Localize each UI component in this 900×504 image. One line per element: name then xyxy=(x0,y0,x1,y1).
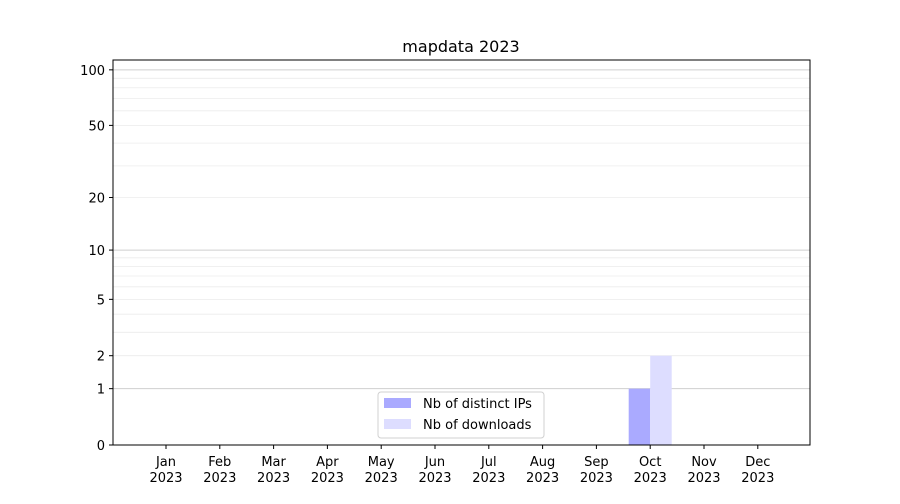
y-tick-label: 5 xyxy=(97,293,105,308)
x-tick-label: Oct xyxy=(639,455,661,470)
y-tick-label: 20 xyxy=(88,192,105,207)
x-tick-label: 2023 xyxy=(257,471,290,486)
x-tick-label: Nov xyxy=(691,455,717,470)
x-tick-label: Mar xyxy=(261,455,286,470)
y-tick-label: 50 xyxy=(88,119,105,134)
x-tick-label: Jan xyxy=(155,455,176,470)
chart-title: mapdata 2023 xyxy=(402,37,519,56)
x-tick-label: 2023 xyxy=(472,471,505,486)
bar-nb-of-downloads xyxy=(650,355,672,445)
y-tick-label: 100 xyxy=(80,64,105,79)
x-tick-label: Dec xyxy=(745,455,770,470)
x-tick-label: 2023 xyxy=(741,471,774,486)
y-tick-label: 0 xyxy=(97,439,105,454)
x-tick-label: Sep xyxy=(584,455,609,470)
legend-swatch xyxy=(384,398,411,408)
x-tick-label: Feb xyxy=(208,455,231,470)
x-tick-label: Jun xyxy=(424,455,445,470)
legend-label: Nb of downloads xyxy=(423,418,532,433)
x-tick-label: Apr xyxy=(316,455,339,470)
legend-label: Nb of distinct IPs xyxy=(423,397,532,412)
y-tick-label: 1 xyxy=(97,383,105,398)
x-tick-label: 2023 xyxy=(580,471,613,486)
x-tick-label: 2023 xyxy=(687,471,720,486)
plot-frame xyxy=(112,59,811,446)
x-tick-label: Aug xyxy=(530,455,555,470)
legend-box xyxy=(377,391,545,439)
x-tick-label: May xyxy=(368,455,395,470)
y-tick-label: 2 xyxy=(97,350,105,365)
x-tick-label: 2023 xyxy=(526,471,559,486)
y-tick-label: 10 xyxy=(88,244,105,259)
x-tick-label: 2023 xyxy=(418,471,451,486)
x-tick-label: 2023 xyxy=(203,471,236,486)
x-tick-label: Jul xyxy=(480,455,497,470)
x-tick-label: 2023 xyxy=(634,471,667,486)
bar-nb-of-distinct-ips xyxy=(628,388,651,445)
x-tick-label: 2023 xyxy=(365,471,398,486)
x-tick-label: 2023 xyxy=(149,471,182,486)
legend-swatch xyxy=(384,419,411,429)
x-tick-label: 2023 xyxy=(311,471,344,486)
